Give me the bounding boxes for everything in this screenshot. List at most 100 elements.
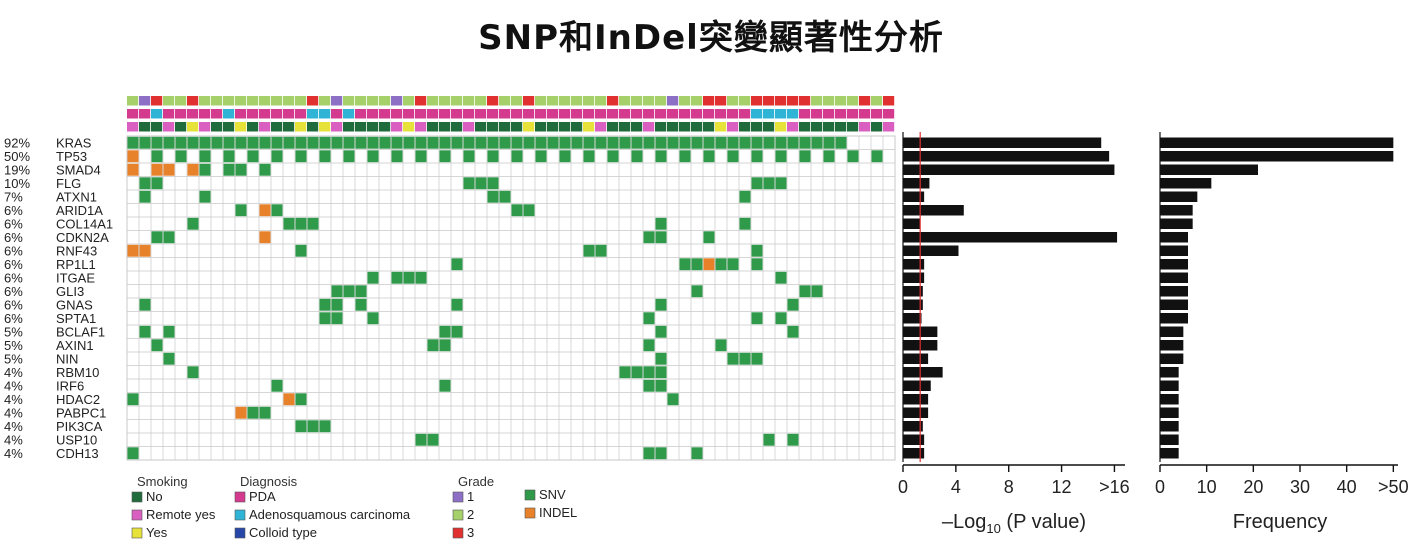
x-tick-label: 8	[1004, 477, 1014, 497]
legend-swatch	[524, 489, 536, 501]
snv-cell	[271, 379, 283, 392]
grade-track-cell	[163, 96, 175, 106]
legend-swatch	[131, 527, 143, 539]
grade-track-cell	[751, 96, 763, 106]
snv-cell	[751, 244, 763, 257]
grade-track-cell	[691, 96, 703, 106]
snv-cell	[475, 136, 487, 149]
snv-cell	[307, 217, 319, 230]
snv-cell	[139, 325, 151, 338]
diagnosis-track-cell	[139, 109, 151, 119]
grade-track-cell	[355, 96, 367, 106]
snv-cell	[199, 150, 211, 163]
gene-name-label: GNAS	[56, 297, 93, 312]
snv-cell	[139, 190, 151, 203]
snv-cell	[655, 366, 667, 379]
diagnosis-track-cell	[883, 109, 895, 119]
bar	[1160, 151, 1394, 162]
gene-percent-label: 4%	[4, 378, 23, 393]
diagnosis-track-cell	[295, 109, 307, 119]
grade-track-cell	[511, 96, 523, 106]
snv-cell	[151, 136, 163, 149]
snv-cell	[151, 177, 163, 190]
snv-cell	[223, 136, 235, 149]
legend-swatch	[452, 491, 464, 503]
grade-track-cell	[559, 96, 571, 106]
annotation-tracks	[127, 96, 895, 132]
snv-cell	[319, 150, 331, 163]
smoking-track-cell	[691, 122, 703, 132]
snv-cell	[655, 217, 667, 230]
smoking-track-cell	[811, 122, 823, 132]
smoking-track-cell	[247, 122, 259, 132]
indel-cell	[127, 163, 139, 176]
grade-track-cell	[223, 96, 235, 106]
grade-track-cell	[259, 96, 271, 106]
smoking-track-cell	[439, 122, 451, 132]
legend-swatch	[234, 491, 246, 503]
smoking-track-cell	[667, 122, 679, 132]
snv-cell	[151, 150, 163, 163]
x-tick-label: >16	[1099, 477, 1130, 497]
diagnosis-track-cell	[871, 109, 883, 119]
diagnosis-track-cell	[175, 109, 187, 119]
smoking-track-cell	[199, 122, 211, 132]
snv-cell	[511, 150, 523, 163]
snv-cell	[283, 217, 295, 230]
smoking-track-cell	[847, 122, 859, 132]
diagnosis-track-cell	[451, 109, 463, 119]
smoking-track-cell	[139, 122, 151, 132]
snv-cell	[583, 150, 595, 163]
smoking-track-cell	[643, 122, 655, 132]
snv-cell	[631, 366, 643, 379]
diagnosis-track-cell	[319, 109, 331, 119]
smoking-track-cell	[655, 122, 667, 132]
diagnosis-track-cell	[715, 109, 727, 119]
diagnosis-track-cell	[211, 109, 223, 119]
smoking-track-cell	[223, 122, 235, 132]
snv-cell	[751, 312, 763, 325]
grade-track-cell	[583, 96, 595, 106]
diagnosis-track-cell	[151, 109, 163, 119]
snv-cell	[463, 136, 475, 149]
x-tick-label: 4	[951, 477, 961, 497]
snv-cell	[655, 352, 667, 365]
snv-cell	[775, 271, 787, 284]
gene-name-label: GLI3	[56, 284, 84, 299]
snv-cell	[511, 204, 523, 217]
grade-track-cell	[139, 96, 151, 106]
grade-track-cell	[763, 96, 775, 106]
bar	[1160, 367, 1179, 378]
bar	[1160, 407, 1179, 418]
grade-track-cell	[871, 96, 883, 106]
snv-cell	[451, 325, 463, 338]
grade-track-cell	[463, 96, 475, 106]
grade-track-cell	[883, 96, 895, 106]
diagnosis-track-cell	[487, 109, 499, 119]
smoking-track-cell	[775, 122, 787, 132]
diagnosis-track-cell	[811, 109, 823, 119]
grade-track-cell	[331, 96, 343, 106]
gene-percent-label: 4%	[4, 365, 23, 380]
bar	[903, 245, 959, 256]
smoking-track-cell	[295, 122, 307, 132]
gene-percent-label: 4%	[4, 446, 23, 461]
grade-track-cell	[619, 96, 631, 106]
snv-cell	[271, 204, 283, 217]
bar	[1160, 286, 1188, 297]
diagnosis-track-cell	[307, 109, 319, 119]
smoking-track-cell	[607, 122, 619, 132]
bar	[903, 286, 923, 297]
snv-cell	[391, 271, 403, 284]
snv-cell	[835, 136, 847, 149]
smoking-track-cell	[871, 122, 883, 132]
grade-track-cell	[415, 96, 427, 106]
grade-track-cell	[151, 96, 163, 106]
smoking-track-cell	[703, 122, 715, 132]
snv-cell	[823, 136, 835, 149]
grade-track-cell	[859, 96, 871, 106]
bar	[903, 151, 1110, 162]
page-title: SNP和InDel突變顯著性分析	[478, 18, 944, 58]
smoking-track-cell	[571, 122, 583, 132]
